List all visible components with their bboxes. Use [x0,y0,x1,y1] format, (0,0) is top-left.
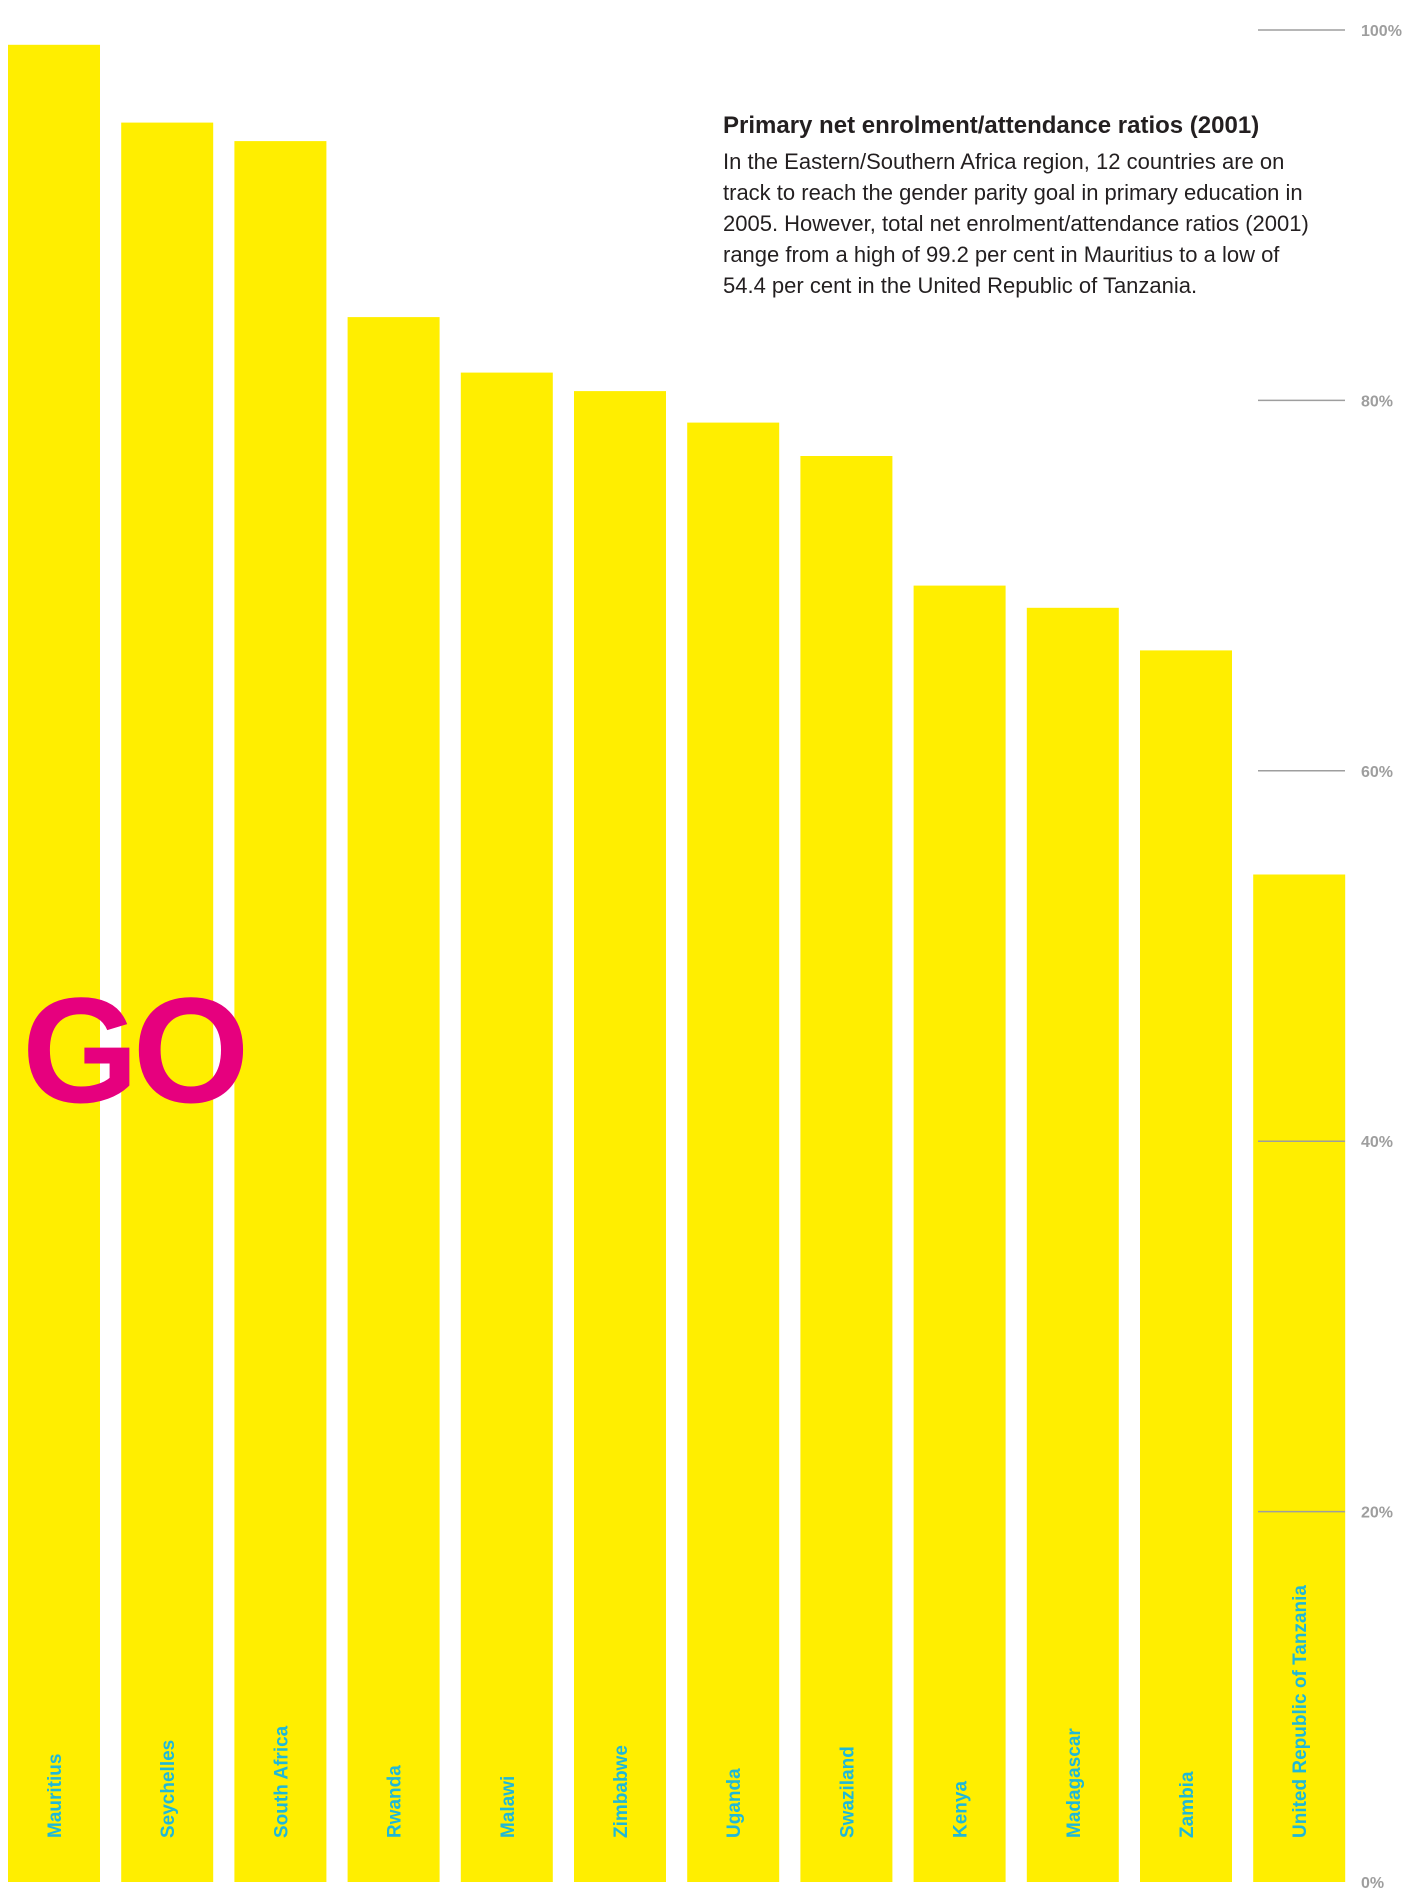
bar-category-label: South Africa [271,1725,292,1838]
bar [8,44,100,1882]
bar-category-label: Madagascar [1064,1728,1085,1838]
y-axis: 0% 20% 40% 60% 80% 100% [1258,23,1402,1892]
bar [913,585,1006,1882]
bar [574,391,666,1883]
bars-group [8,44,1346,1883]
bar [800,456,893,1882]
bar [234,141,327,1883]
bar [687,422,780,1883]
bar [1253,874,1346,1882]
bar-category-label: Zimbabwe [611,1745,632,1838]
bar [460,372,553,1883]
chart-description: In the Eastern/Southern Africa region, 1… [723,149,1309,298]
y-tick-label: 80% [1361,393,1393,410]
bar [1140,650,1232,1882]
bar-category-label: United Republic of Tanzania [1290,1585,1311,1838]
bar-category-label: Kenya [951,1781,972,1838]
y-tick-label: 100% [1361,23,1402,40]
y-tick-label: 20% [1361,1505,1393,1522]
bar-labels-group: Mauritius Seychelles South Africa Rwanda Mal… [45,1585,1311,1838]
chart-title: Primary net enrolment/attendance ratios … [723,112,1260,139]
bar-category-label: Rwanda [385,1765,406,1838]
go-stamp: GO [22,966,249,1134]
bar [1026,607,1119,1882]
bar [121,122,214,1883]
bar-category-label: Uganda [724,1768,745,1838]
bar-category-label: Zambia [1177,1771,1198,1838]
bar [347,317,440,1883]
bar-category-label: Swaziland [837,1746,858,1838]
y-tick-label: 0% [1361,1875,1384,1892]
bar-category-label: Seychelles [158,1740,179,1838]
bar-category-label: Mauritius [45,1754,66,1838]
y-tick-label: 60% [1361,764,1393,781]
bar-category-label: Malawi [498,1776,519,1838]
chart-annotation: Primary net enrolment/attendance ratios … [723,110,1412,301]
y-tick-label: 40% [1361,1134,1393,1151]
